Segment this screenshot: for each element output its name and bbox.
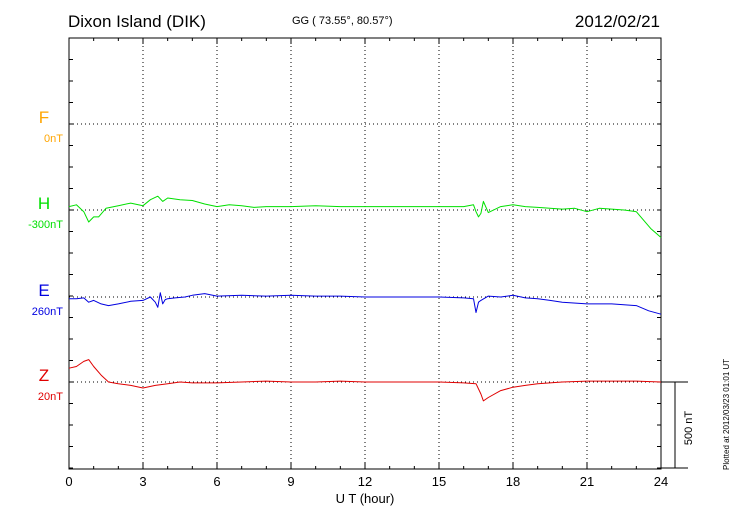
x-tick-label: 3 <box>139 474 146 489</box>
series-line-h <box>68 195 662 238</box>
x-tick-label: 18 <box>506 474 520 489</box>
x-tick-label: 6 <box>213 474 220 489</box>
station-title: Dixon Island (DIK) <box>68 12 206 31</box>
series-name-z: Z <box>39 366 49 385</box>
series-baseline-f: 0nT <box>44 133 63 145</box>
series-name-e: E <box>38 281 49 300</box>
x-axis-label: U T (hour) <box>336 491 395 506</box>
series-name-f: F <box>39 108 49 127</box>
x-tick-label: 21 <box>580 474 594 489</box>
date-label: 2012/02/21 <box>574 12 660 31</box>
series-line-e <box>69 292 662 315</box>
series-baseline-z: 20nT <box>38 391 63 403</box>
x-tick-label: 15 <box>432 474 446 489</box>
x-tick-label: 0 <box>65 474 72 489</box>
series-baseline-e: 260nT <box>32 306 63 318</box>
series-baseline-h: -300nT <box>28 219 63 231</box>
x-tick-label: 12 <box>358 474 372 489</box>
scale-bar-label: 500 nT <box>683 411 695 446</box>
series-name-h: H <box>38 194 50 213</box>
geo-coordinates: GG ( 73.55°, 80.57°) <box>292 15 393 27</box>
x-tick-label: 24 <box>654 474 668 489</box>
series-line-z <box>68 359 662 402</box>
x-tick-label: 9 <box>287 474 294 489</box>
